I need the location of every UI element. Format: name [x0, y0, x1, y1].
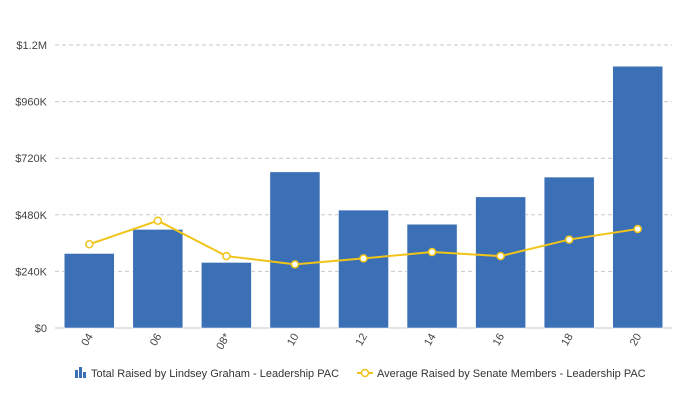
bar[interactable]	[269, 171, 321, 329]
line-point[interactable]	[359, 254, 368, 263]
x-tick-label: 04	[79, 332, 96, 349]
x-tick-label: 14	[422, 332, 439, 349]
bar[interactable]	[338, 209, 389, 329]
bars-layer	[64, 65, 663, 329]
bar-chart-icon	[75, 367, 86, 378]
x-tick-label: 08*	[214, 331, 233, 352]
bar[interactable]	[543, 176, 595, 329]
line-point[interactable]	[85, 240, 94, 249]
x-tick-label: 06	[148, 332, 165, 349]
line-point[interactable]	[222, 251, 231, 261]
line-point[interactable]	[427, 247, 437, 257]
line-layer	[85, 216, 642, 269]
x-tick-label: 20	[628, 332, 645, 349]
y-tick-label: $480K	[15, 210, 47, 222]
x-tick-label: 18	[559, 332, 576, 349]
bar[interactable]	[406, 223, 458, 329]
y-tick-label: $0	[35, 323, 47, 335]
bar[interactable]	[64, 253, 115, 329]
legend-label-bar: Total Raised by Lindsey Graham - Leaders…	[91, 368, 339, 380]
y-tick-label: $240K	[15, 266, 47, 278]
y-tick-label: $720K	[15, 153, 47, 165]
bar[interactable]	[201, 262, 252, 329]
line-point[interactable]	[153, 216, 163, 225]
line-point[interactable]	[633, 224, 642, 234]
x-tick-label: 12	[354, 332, 371, 349]
y-tick-label: $1.2M	[16, 40, 47, 52]
line-point[interactable]	[564, 235, 574, 244]
bar[interactable]	[132, 229, 184, 329]
line-point[interactable]	[290, 260, 300, 269]
line-point[interactable]	[496, 251, 505, 261]
axis-layer: $0 $240K $480K $720K $960K $1.2M 04 06 08* 10 12 14…	[15, 40, 644, 352]
bar[interactable]	[612, 65, 663, 329]
legend-item-bar-series[interactable]: Total Raised by Lindsey Graham - Leaders…	[75, 367, 339, 380]
y-tick-label: $960K	[15, 97, 47, 109]
legend: Total Raised by Lindsey Graham - Leaders…	[75, 367, 646, 380]
x-tick-label: 16	[491, 331, 508, 348]
legend-label-line: Average Raised by Senate Members - Leade…	[377, 368, 646, 380]
line-marker-icon	[357, 368, 373, 378]
bar[interactable]	[475, 196, 526, 329]
x-tick-label: 10	[285, 332, 302, 349]
legend-item-line-series[interactable]: Average Raised by Senate Members - Leade…	[357, 368, 646, 380]
